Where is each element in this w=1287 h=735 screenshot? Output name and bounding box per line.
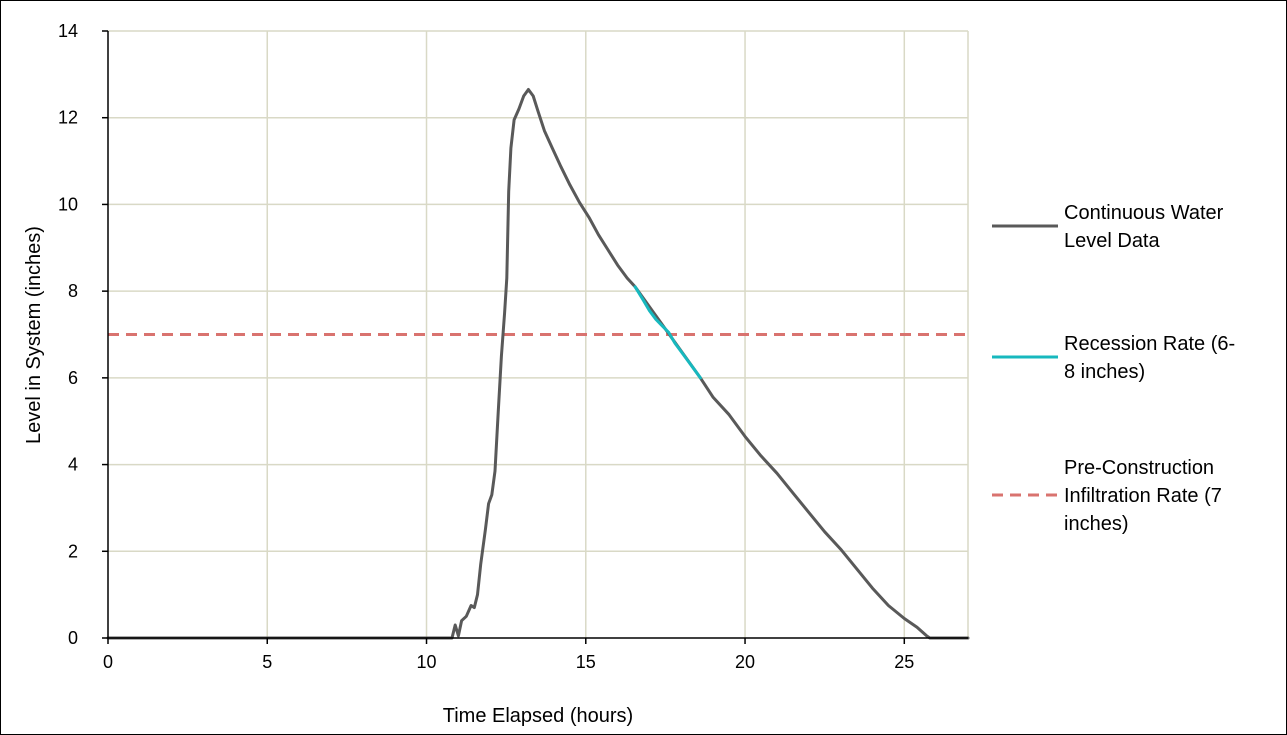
series-line (633, 285, 702, 380)
x-tick-label: 0 (103, 652, 113, 672)
legend-label: Pre-Construction (1064, 457, 1214, 479)
y-tick-label: 14 (58, 21, 78, 41)
y-tick-label: 0 (68, 628, 78, 648)
y-tick-label: 4 (68, 455, 78, 475)
grid-lines (108, 30, 969, 638)
y-axis-title: Level in System (inches) (23, 226, 45, 444)
legend-label: 8 inches) (1064, 361, 1145, 383)
x-tick-label: 25 (894, 652, 914, 672)
y-tick-label: 2 (68, 541, 78, 561)
x-tick-label: 5 (262, 652, 272, 672)
legend-label: Level Data (1064, 230, 1160, 252)
y-tick-label: 6 (68, 368, 78, 388)
legend-item: Recession Rate (6- 8 inches) (992, 333, 1235, 383)
legend-label: Continuous Water (1064, 202, 1224, 224)
x-tick-label: 10 (417, 652, 437, 672)
legend-item: Pre-Construction Infiltration Rate (7 inch… (992, 457, 1222, 535)
series-line (106, 88, 970, 640)
x-axis-title: Time Elapsed (hours) (443, 705, 633, 727)
legend-item: Continuous Water Level Data (992, 202, 1224, 252)
data-series (106, 88, 970, 640)
y-tick-label: 12 (58, 108, 78, 128)
x-tick-label: 15 (576, 652, 596, 672)
tick-labels: 0 5 10 15 20 25 0 2 4 6 8 10 12 14 (58, 21, 914, 672)
x-tick-label: 20 (735, 652, 755, 672)
legend-label: Infiltration Rate (7 (1064, 485, 1222, 507)
legend-label: Recession Rate (6- (1064, 333, 1235, 355)
legend: Continuous Water Level Data Recession Rate… (992, 202, 1235, 535)
axes (102, 30, 968, 644)
y-tick-label: 8 (68, 281, 78, 301)
legend-label: inches) (1064, 513, 1128, 535)
y-tick-label: 10 (58, 194, 78, 214)
